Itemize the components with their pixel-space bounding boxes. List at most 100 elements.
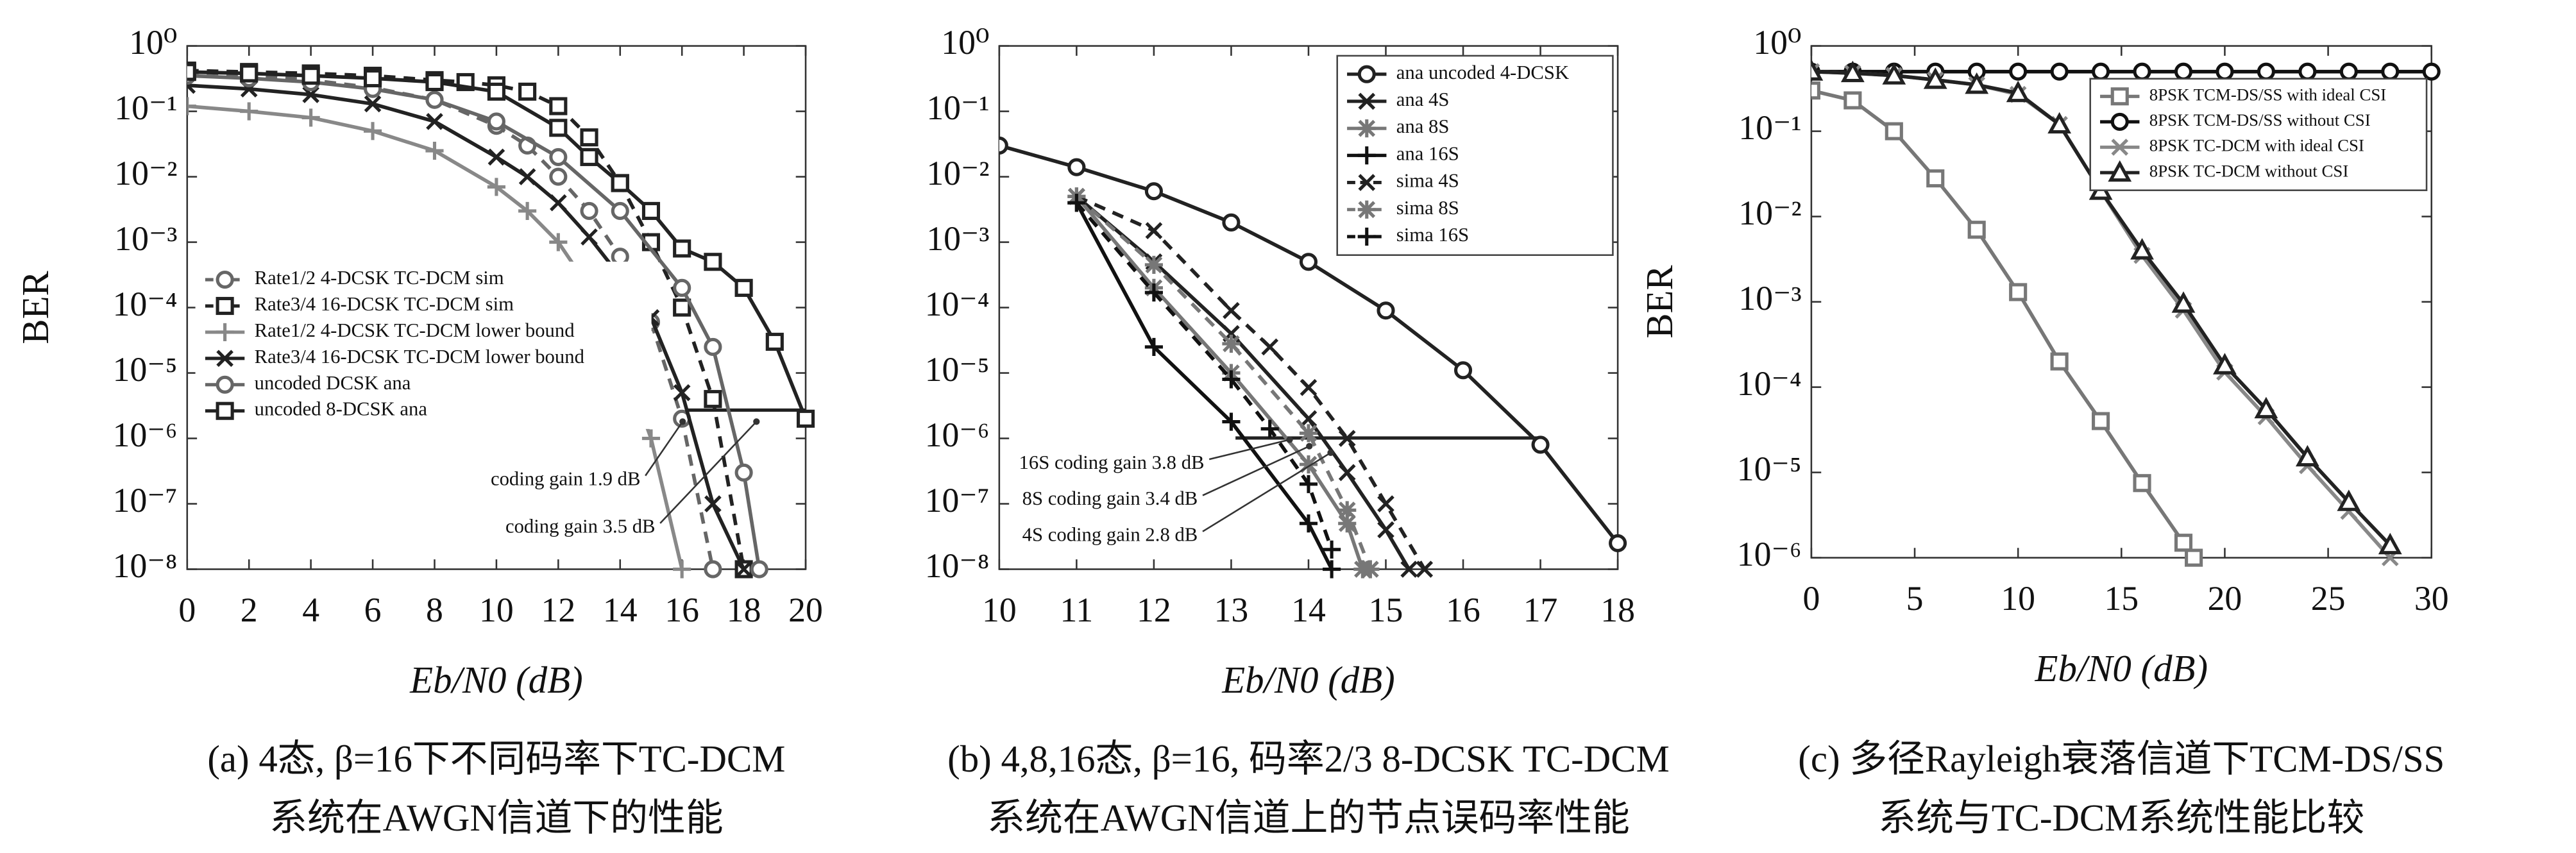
marker (1843, 91, 1862, 110)
marker (2009, 62, 2028, 81)
y-tick-label: 10⁻³ (926, 219, 989, 258)
legend-marker (1358, 92, 1376, 110)
marker (549, 233, 568, 251)
legend-marker (1357, 119, 1376, 138)
marker (549, 148, 568, 166)
marker (518, 168, 536, 185)
marker (1338, 514, 1357, 533)
series-line (1074, 201, 1334, 570)
x-tick-label: 6 (364, 591, 382, 629)
marker (2009, 283, 2028, 301)
x-tick-label: 2 (241, 591, 258, 629)
annotation-arrowhead (1306, 443, 1313, 450)
x-tick-label: 5 (1906, 579, 1924, 618)
marker (1223, 301, 1240, 319)
legend-label: Rate1/2 4-DCSK TC-DCM lower bound (255, 319, 575, 341)
x-tick-label: 20 (788, 591, 823, 629)
annotation-arrowhead (1327, 449, 1334, 457)
marker (364, 95, 382, 113)
marker (673, 560, 691, 579)
marker (1416, 561, 1434, 578)
marker (187, 63, 196, 81)
marker (673, 384, 691, 401)
x-tick-label: 14 (1291, 591, 1326, 629)
y-axis-label: BER (15, 271, 56, 344)
marker (1965, 72, 1989, 94)
annotation: coding gain 1.9 dB (491, 468, 641, 489)
marker (704, 253, 722, 271)
marker (549, 97, 568, 115)
series-line (1076, 194, 1427, 570)
legend-marker (216, 375, 234, 394)
marker (580, 201, 598, 220)
marker (1967, 221, 1986, 239)
caption: 系统与TC-DCM系统性能比较 (1878, 797, 2364, 839)
x-tick-label: 8 (426, 591, 443, 629)
marker (734, 463, 753, 482)
legend-marker (216, 323, 234, 341)
y-tick-label: 10⁻⁶ (1737, 535, 1802, 573)
marker (518, 201, 537, 220)
marker (2257, 62, 2275, 81)
marker (2422, 62, 2441, 81)
y-tick-label: 10⁻⁶ (113, 416, 178, 454)
legend-marker (1357, 65, 1376, 83)
marker (673, 278, 691, 297)
marker (1299, 475, 1318, 493)
marker (734, 278, 753, 297)
y-tick-label: 10⁻² (114, 154, 177, 192)
marker (673, 298, 691, 317)
marker (1377, 301, 1395, 320)
legend-label: ana 4S (1396, 89, 1450, 110)
marker (549, 167, 568, 186)
legend-label: uncoded 8-DCSK ana (255, 398, 428, 420)
annotation-arrow (659, 421, 758, 524)
marker (2254, 396, 2278, 419)
legend-label: Rate1/2 4-DCSK TC-DCM sim (255, 267, 504, 289)
x-tick-label: 30 (2414, 579, 2449, 618)
y-tick-label: 10⁻⁵ (1737, 450, 1802, 488)
marker (611, 174, 629, 192)
legend-marker (1357, 227, 1376, 246)
marker (550, 194, 567, 212)
y-tick-label: 10⁻³ (114, 219, 177, 258)
marker (1144, 255, 1163, 274)
marker (580, 228, 598, 246)
marker (2130, 238, 2154, 260)
y-tick-label: 10⁻⁵ (925, 350, 990, 389)
annotation-arrowhead (1286, 436, 1293, 443)
x-tick-label: 25 (2311, 579, 2346, 618)
marker (425, 141, 444, 160)
y-tick-label: 10⁻⁵ (113, 350, 178, 389)
marker (1811, 59, 1824, 81)
marker (1145, 222, 1163, 239)
marker (2092, 62, 2110, 81)
legend-marker (2111, 139, 2129, 156)
marker (2092, 412, 2110, 430)
legend-label: sima 8S (1396, 197, 1459, 219)
legend-label: Rate3/4 16-DCSK TC-DCM lower bound (255, 346, 584, 367)
y-tick-label: 10⁻¹ (1738, 108, 1801, 147)
marker (363, 122, 382, 140)
marker (302, 86, 319, 103)
x-axis-label: Eb/N0 (dB) (2035, 648, 2208, 689)
marker (580, 148, 598, 166)
x-tick-label: 10 (479, 591, 514, 629)
x-tick-label: 14 (603, 591, 638, 629)
annotation-arrow (645, 421, 684, 477)
y-tick-label: 10⁻⁴ (1737, 364, 1802, 403)
marker (2050, 352, 2069, 371)
legend-marker (216, 350, 233, 367)
marker (611, 201, 629, 220)
marker (1361, 560, 1380, 579)
marker (1923, 67, 1947, 89)
marker (487, 82, 505, 101)
marker (1144, 182, 1163, 201)
y-tick-label: 10⁻³ (1738, 279, 1801, 317)
legend-label: ana uncoded 4-DCSK (1396, 62, 1569, 83)
caption: (a) 4态, β=16下不同码率下TC-DCM (207, 738, 785, 780)
marker (2298, 62, 2317, 81)
x-tick-label: 12 (541, 591, 575, 629)
